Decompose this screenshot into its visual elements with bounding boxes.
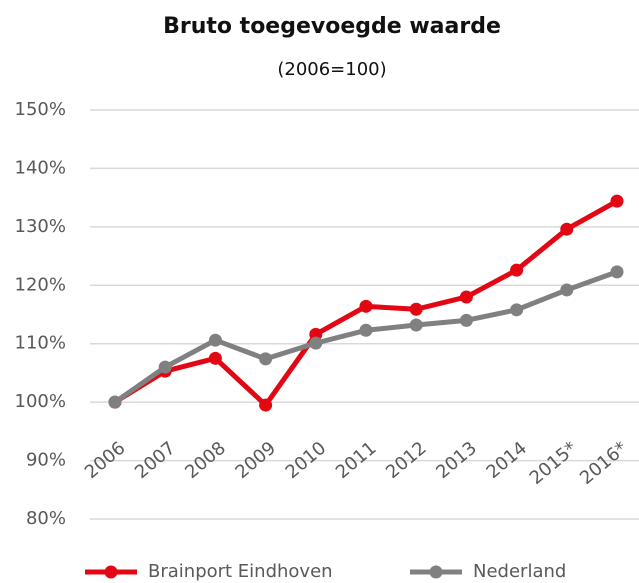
data-point [208,333,222,347]
data-point [208,351,222,365]
chart-title: Bruto toegevoegde waarde [163,14,501,39]
data-point [259,352,273,366]
y-tick-label: 110% [15,333,66,354]
y-tick-label: 100% [15,391,66,412]
data-point [510,303,524,317]
legend-marker [104,565,118,579]
series-line [113,269,618,405]
y-tick-label: 150% [15,99,66,120]
data-point [560,283,574,297]
data-point [610,194,624,208]
y-tick-label: 130% [15,216,66,237]
legend-label: Nederland [473,561,566,582]
y-tick-label: 140% [15,157,66,178]
data-point [409,318,423,332]
data-point [359,323,373,337]
y-tick-label: 90% [26,450,66,471]
data-point [158,360,172,374]
x-tick-label: 2016* [576,438,631,489]
data-point [560,222,574,236]
legend-label: Brainport Eindhoven [148,561,333,582]
data-point [510,263,524,277]
y-tick-label: 120% [15,274,66,295]
data-point [610,265,624,279]
chart-subtitle: (2006=100) [277,59,386,80]
x-tick-label: 2015* [526,438,581,489]
data-point [259,398,273,412]
legend-marker [429,565,443,579]
data-point [459,313,473,327]
data-point [108,395,122,409]
y-tick-label: 80% [26,508,66,529]
data-point [409,302,423,316]
data-point [459,290,473,304]
data-point [309,336,323,350]
data-point [359,299,373,313]
